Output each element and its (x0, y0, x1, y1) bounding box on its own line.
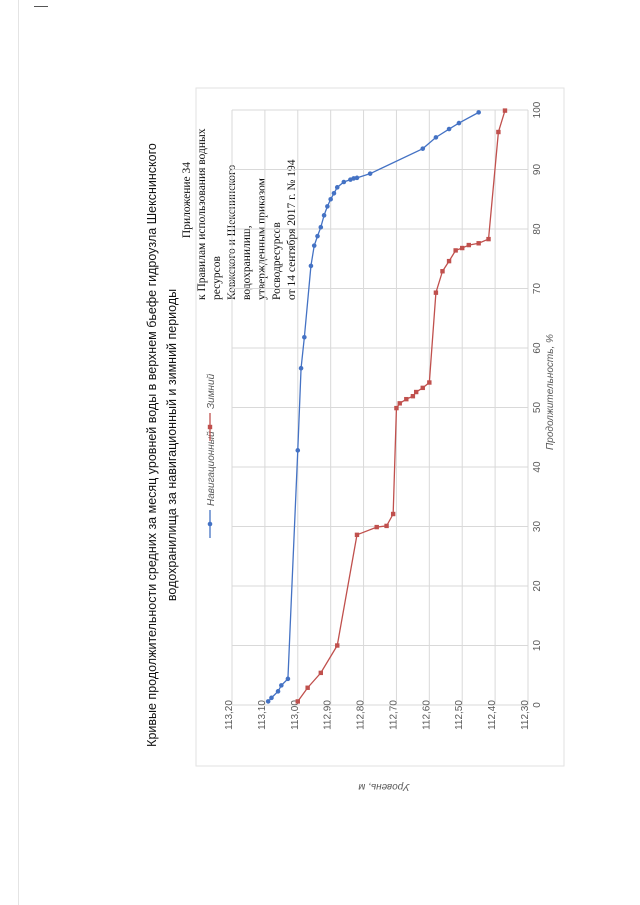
chart-title-line-1: Кривые продолжительности средних за меся… (145, 143, 159, 747)
data-point (427, 380, 432, 385)
axis-ticks: 0 10 20 30 40 50 60 70 80 90 100 113,20 113,10 113,00… (224, 101, 543, 730)
data-point (318, 224, 324, 230)
y-tick-label: 112,90 (323, 700, 334, 730)
data-point (486, 236, 491, 242)
data-point (502, 108, 508, 113)
data-point (285, 676, 291, 682)
data-point (446, 258, 452, 264)
data-point (413, 389, 419, 395)
data-point (265, 699, 271, 704)
chart-area-border (195, 87, 565, 767)
legend-label: Навигационный (206, 431, 217, 506)
x-tick-label: 10 (532, 640, 543, 652)
x-tick-label: 80 (532, 223, 543, 235)
data-point (374, 524, 379, 530)
data-point (321, 213, 327, 218)
legend: Навигационный Зимний (206, 373, 217, 538)
y-tick-label: 113,10 (257, 700, 268, 730)
data-point (433, 135, 439, 140)
data-point (354, 175, 360, 181)
data-point (315, 233, 320, 239)
x-tick-label: 100 (532, 101, 543, 118)
series-navigation (265, 110, 481, 704)
legend-label: Зимний (206, 373, 217, 409)
data-point (476, 241, 481, 246)
y-tick-label: 113,00 (290, 700, 301, 730)
data-point (325, 204, 330, 209)
x-tick-label: 60 (532, 342, 543, 354)
scan-mark (34, 6, 48, 7)
y-tick-label: 112,40 (487, 700, 498, 730)
data-point (384, 523, 389, 529)
series-layer (265, 108, 508, 704)
data-point (496, 129, 501, 135)
x-tick-label: 90 (532, 164, 543, 176)
series-winter (295, 108, 508, 704)
data-point (440, 269, 445, 274)
data-point (453, 248, 458, 253)
x-tick-label: 40 (532, 461, 543, 473)
x-tick-label: 70 (532, 283, 543, 295)
data-point (367, 171, 373, 176)
x-tick-label: 0 (532, 702, 543, 708)
x-axis-label: Продолжительность, % (545, 334, 556, 450)
legend-item: Навигационный (206, 431, 217, 538)
data-point (397, 401, 402, 406)
legend-item: Зимний (206, 373, 217, 441)
y-tick-label: 112,70 (388, 700, 399, 730)
y-tick-label: 112,30 (520, 700, 531, 730)
data-point (410, 393, 416, 399)
data-point (476, 110, 481, 115)
grid (231, 109, 529, 706)
data-point (460, 245, 465, 251)
data-point (311, 243, 317, 248)
data-point (335, 643, 340, 648)
y-tick-label: 113,20 (224, 700, 235, 730)
data-point (328, 196, 333, 202)
data-point (466, 242, 471, 248)
data-point (302, 334, 307, 340)
data-point (295, 699, 300, 704)
data-point (354, 532, 360, 538)
series-line (267, 111, 479, 702)
data-point (420, 385, 425, 391)
data-point (394, 405, 399, 411)
y-axis-label: Уровень, м (358, 781, 410, 792)
data-point (279, 683, 284, 688)
data-point (331, 191, 337, 196)
data-point (446, 126, 452, 132)
data-point (308, 263, 314, 269)
data-point (305, 685, 310, 690)
data-point (318, 670, 323, 676)
data-point (420, 146, 426, 151)
chart-title-line-2: водохранилища за навигационный и зимний … (165, 289, 179, 601)
x-tick-label: 20 (532, 580, 543, 592)
data-point (275, 689, 281, 694)
legend-marker (207, 521, 213, 527)
data-point (334, 185, 340, 190)
data-point (341, 179, 347, 185)
x-tick-label: 30 (532, 521, 543, 533)
data-point (295, 448, 301, 453)
data-point (404, 396, 409, 402)
data-point (298, 365, 304, 371)
scan-edge (18, 0, 19, 905)
y-tick-label: 112,80 (356, 700, 367, 730)
data-point (269, 695, 274, 701)
data-point (390, 511, 396, 517)
y-tick-label: 112,50 (454, 700, 465, 730)
data-point (456, 120, 462, 126)
data-point (433, 290, 439, 295)
y-tick-label: 112,60 (421, 700, 432, 730)
x-tick-label: 50 (532, 402, 543, 414)
legend-marker (207, 424, 213, 430)
